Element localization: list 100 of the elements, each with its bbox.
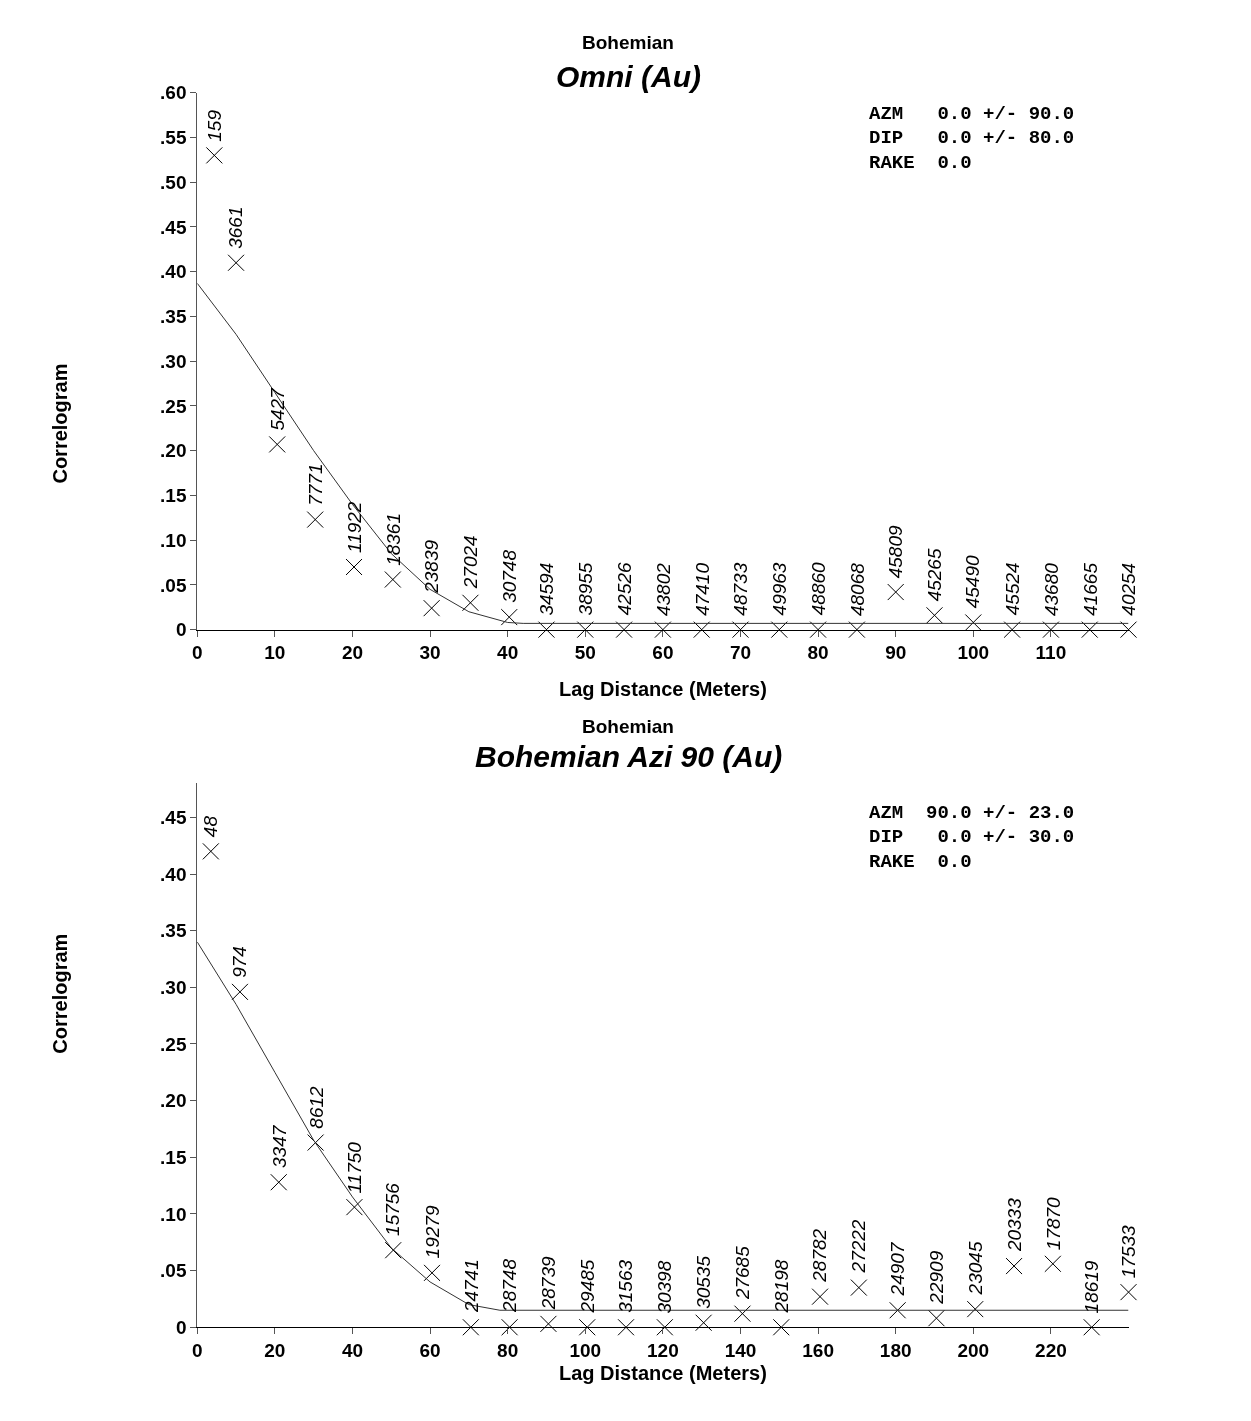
annotation: 17533: [1117, 1224, 1139, 1279]
annotation: AZM 0.0 +/- 90.0: [869, 103, 1075, 125]
annotation: 24741: [460, 1259, 482, 1314]
annotation: 48: [200, 815, 222, 838]
x-tick-label: 80: [807, 642, 829, 664]
point: [384, 571, 402, 589]
point: [1005, 1257, 1023, 1275]
x-tick-label: 110: [1035, 642, 1067, 664]
x-tick-label: 60: [652, 642, 674, 664]
y-axis-title: Correlogram: [49, 933, 72, 1054]
annotation: 18361: [382, 513, 404, 566]
annotation: 27024: [459, 535, 481, 590]
x-tick-label: 100: [957, 642, 990, 664]
y-tick-label: .10: [160, 1203, 187, 1225]
point: [576, 621, 594, 639]
point: [693, 621, 711, 639]
point: [848, 621, 866, 639]
x-tick-label: 40: [341, 1340, 364, 1362]
point: [964, 613, 982, 631]
annotation: 974: [229, 946, 251, 978]
annotation: DIP 0.0 +/- 30.0: [869, 826, 1075, 848]
point: [462, 1318, 480, 1336]
annotation: 48733: [730, 562, 752, 616]
annotation: RAKE 0.0: [869, 851, 972, 873]
x-tick-label: 0: [191, 642, 203, 664]
x-tick-label: 50: [574, 642, 596, 664]
point: [539, 1315, 557, 1333]
annotation: 38955: [575, 562, 597, 616]
y-tick-label: 0: [175, 619, 187, 641]
point: [772, 1318, 790, 1336]
y-tick-label: .30: [160, 976, 187, 998]
x-tick-label: 20: [341, 642, 364, 664]
x-tick-label: 10: [264, 642, 286, 664]
annotation: DIP 0.0 +/- 80.0: [869, 127, 1075, 149]
annotation: 48860: [807, 561, 829, 616]
point: [227, 254, 245, 272]
point: [423, 1264, 441, 1282]
y-tick-label: .45: [160, 216, 187, 238]
y-tick-label: .15: [160, 485, 187, 507]
point: [1081, 621, 1099, 639]
point: [423, 599, 441, 617]
y-tick-label: .20: [160, 440, 187, 462]
point: [654, 621, 672, 639]
annotation: 24907: [886, 1241, 908, 1297]
y-tick-label: .40: [160, 863, 187, 885]
y-tick-label: .15: [160, 1146, 187, 1168]
point: [537, 621, 555, 639]
point: [461, 594, 479, 612]
point: [1120, 1283, 1138, 1301]
point: [1044, 1255, 1062, 1273]
annotation: 22909: [926, 1250, 948, 1305]
annotation: 43680: [1040, 562, 1062, 617]
point: [202, 842, 220, 860]
point: [809, 621, 827, 639]
annotation: 28748: [499, 1258, 521, 1313]
x-tick-label: 100: [569, 1340, 602, 1362]
annotation: 7771: [304, 463, 326, 506]
annotation: 19279: [421, 1205, 443, 1259]
x-tick-label: 90: [885, 642, 907, 664]
x-tick-label: 180: [879, 1340, 912, 1362]
y-tick-label: .45: [160, 807, 187, 828]
x-tick-label: 220: [1035, 1340, 1067, 1362]
y-tick-label: .20: [160, 1090, 187, 1112]
y-tick-label: .40: [160, 261, 187, 283]
point: [770, 621, 788, 639]
y-tick-label: .30: [160, 350, 187, 372]
x-tick-label: 140: [724, 1340, 757, 1362]
point: [205, 146, 223, 164]
x-tick-label: 70: [729, 642, 752, 664]
x-axis-title: Lag Distance (Meters): [559, 1362, 767, 1384]
point: [615, 621, 633, 639]
annotation: 3661: [225, 206, 247, 249]
annotation: 45524: [1001, 562, 1023, 616]
y-tick-label: .05: [160, 1260, 187, 1282]
annotation: AZM 90.0 +/- 23.0: [869, 802, 1075, 824]
y-tick-label: 0: [175, 1316, 187, 1338]
y-tick-label: .05: [160, 574, 187, 596]
annotation: 31563: [615, 1259, 637, 1313]
x-tick-label: 0: [191, 1340, 203, 1362]
annotation: 11922: [344, 501, 366, 554]
x-tick-label: 20: [264, 1340, 286, 1362]
point: [656, 1318, 674, 1336]
annotation: 27685: [731, 1245, 753, 1301]
x-tick-label: 160: [802, 1340, 834, 1362]
annotation: 45809: [885, 525, 907, 579]
annotation: 159: [203, 109, 225, 142]
annotation: 23045: [965, 1241, 987, 1296]
annotation: 28782: [809, 1228, 831, 1283]
annotation: 18619: [1080, 1260, 1102, 1314]
annotation: 41665: [1079, 562, 1101, 616]
annotation: 49963: [769, 562, 791, 616]
annotation: 45265: [923, 548, 945, 602]
point: [231, 983, 249, 1001]
annotation: 30398: [654, 1260, 676, 1314]
annotation: 43802: [652, 562, 674, 617]
y-tick-label: .10: [160, 529, 187, 551]
x-tick-label: 30: [419, 642, 441, 664]
point: [811, 1288, 829, 1306]
x-tick-label: 120: [647, 1340, 679, 1362]
x-axis-title: Lag Distance (Meters): [559, 678, 767, 700]
